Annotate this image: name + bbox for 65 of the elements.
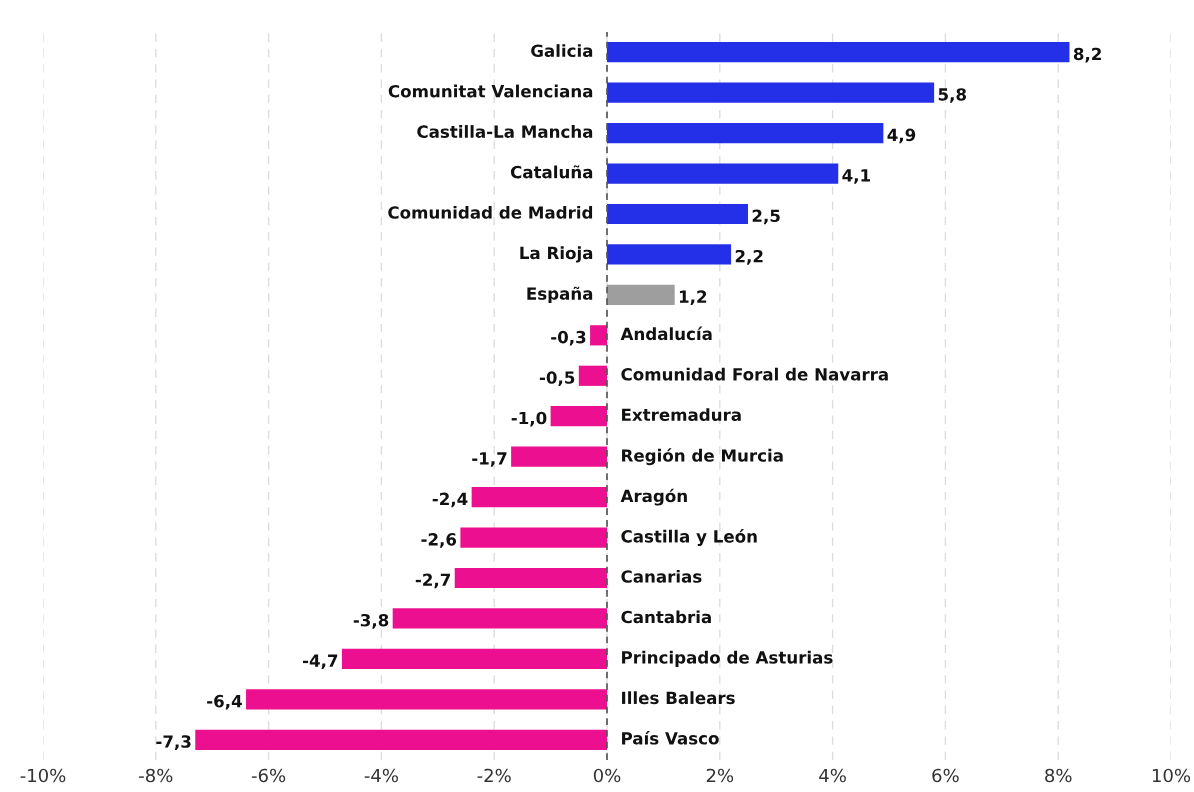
data-label: -0,3 — [551, 330, 586, 346]
y-tick-label: Comunidad de Madrid — [388, 205, 593, 219]
x-tick-label: 0% — [593, 768, 621, 783]
y-tick-label: Cantabria — [621, 610, 711, 624]
x-tick-label: -8% — [139, 768, 173, 783]
data-label: -1,0 — [511, 411, 547, 427]
y-tick-label: La Rioja — [520, 246, 593, 263]
bar — [454, 567, 607, 589]
y-tick-label: Comunidad Foral de Navarra — [621, 367, 888, 381]
x-tick-label: 2% — [706, 768, 734, 783]
bar — [607, 42, 1070, 63]
bar — [607, 203, 748, 225]
bar — [511, 446, 607, 467]
data-label: 4,9 — [887, 128, 916, 144]
bar — [607, 82, 935, 103]
data-label: 1,2 — [679, 290, 707, 306]
data-label: -1,7 — [472, 452, 507, 467]
x-tick-label: -10% — [20, 768, 66, 783]
y-tick-label: España — [527, 286, 593, 304]
bar — [341, 648, 607, 669]
data-label: -7,3 — [156, 735, 191, 750]
y-tick-label: Illes Balears — [622, 691, 735, 705]
bar — [607, 123, 884, 144]
y-tick-label: Canarias — [621, 569, 702, 583]
y-tick-label: País Vasco — [622, 731, 719, 745]
bar — [578, 365, 607, 386]
x-tick-label: 6% — [932, 768, 959, 783]
data-label: -0,5 — [539, 371, 575, 386]
bar — [607, 163, 839, 184]
data-label: 8,2 — [1073, 47, 1101, 63]
y-tick-label: Región de Murcia — [622, 448, 783, 466]
data-label: -4,7 — [303, 654, 338, 670]
data-label: 2,5 — [752, 209, 780, 225]
x-tick-label: -2% — [477, 768, 511, 783]
y-tick-label: Extremadura — [622, 408, 741, 422]
bar — [392, 608, 607, 629]
bar — [590, 325, 607, 346]
x-tick-label: -4% — [364, 768, 398, 783]
y-tick-label: Cataluña — [510, 165, 593, 179]
data-label: 4,1 — [842, 169, 870, 184]
y-tick-label: Castilla y León — [621, 529, 757, 547]
bar — [246, 689, 607, 710]
data-label: -3,8 — [353, 613, 389, 629]
bar — [195, 729, 607, 750]
y-tick-label: Andalucía — [620, 326, 712, 341]
y-tick-label: Galicia — [531, 44, 593, 58]
x-tick-label: -6% — [251, 768, 286, 783]
data-label: -2,4 — [432, 492, 468, 508]
data-label: -2,7 — [415, 573, 451, 589]
x-tick-label: 10% — [1152, 768, 1191, 783]
y-tick-label: Aragón — [620, 488, 687, 506]
y-tick-label: Castilla-La Mancha — [417, 125, 593, 138]
data-label: 2,2 — [735, 249, 763, 265]
bar — [607, 284, 675, 305]
y-tick-label: Principado de Asturias — [622, 650, 833, 667]
x-tick-label: 4% — [819, 768, 846, 783]
bar — [471, 487, 607, 508]
data-label: -2,6 — [421, 533, 457, 548]
bar — [460, 527, 607, 548]
data-label: -6,4 — [207, 694, 242, 710]
data-label: 5,8 — [938, 88, 966, 103]
y-tick-label: Comunitat Valenciana — [388, 84, 593, 98]
bar — [607, 244, 732, 265]
bar — [550, 406, 607, 427]
x-tick-label: 8% — [1045, 768, 1072, 783]
